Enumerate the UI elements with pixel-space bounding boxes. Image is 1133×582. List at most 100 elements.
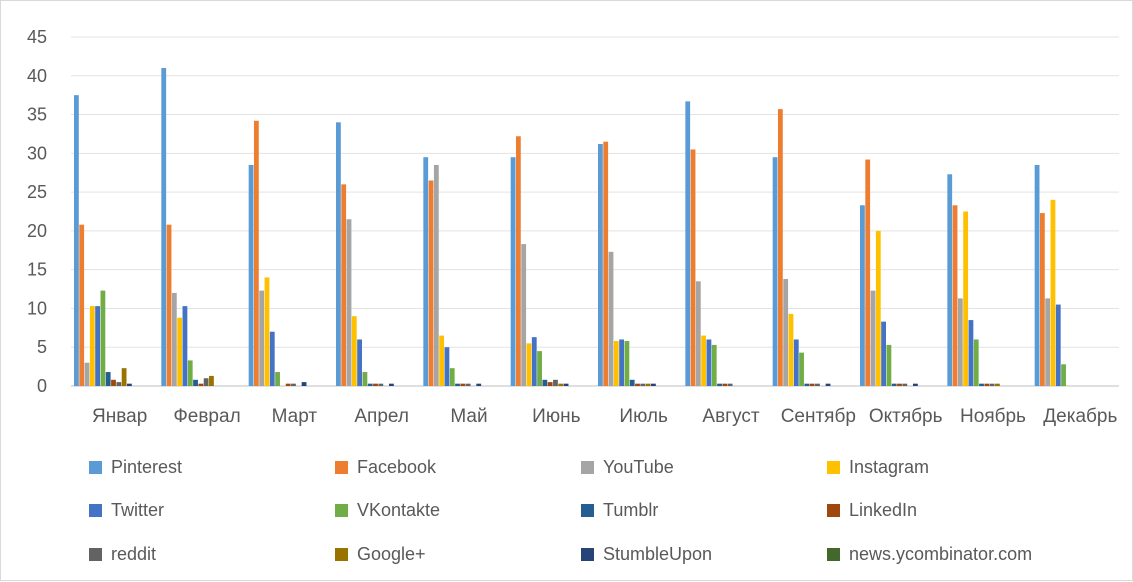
y-tick-label: 5 (37, 337, 47, 357)
bar-pinterest (423, 157, 429, 386)
bar-facebook (952, 205, 958, 386)
bar-reddit (116, 382, 122, 386)
bar-facebook (603, 141, 609, 386)
bars (74, 68, 1066, 387)
bar-pinterest (1034, 164, 1040, 386)
bar-reddit (815, 383, 820, 386)
bar-youtube (259, 290, 265, 386)
bar-pinterest (860, 205, 865, 386)
bar-pinterest (510, 157, 516, 386)
bar-twitter (706, 339, 712, 386)
legend-swatch (581, 461, 594, 474)
bar-instagram (875, 230, 881, 386)
legend-swatch (827, 548, 840, 561)
bar-stumbleupon (651, 383, 656, 386)
y-tick-label: 45 (27, 27, 47, 47)
bar-reddit (378, 383, 384, 386)
bar-reddit (291, 383, 296, 386)
bar-youtube (608, 251, 614, 386)
bar-youtube (346, 219, 352, 386)
bar-tumblr (804, 383, 810, 386)
bar-facebook (341, 184, 347, 386)
bar-tumblr (891, 383, 897, 386)
bar-vkontakte (449, 368, 455, 386)
bar-twitter (357, 339, 362, 386)
legend-label: Tumblr (603, 500, 658, 520)
bar-youtube (84, 362, 90, 386)
bar-facebook (253, 120, 259, 386)
bar-facebook (690, 149, 696, 386)
bar-instagram (177, 317, 183, 386)
bar-instagram (788, 313, 794, 386)
bar-vkontakte (275, 372, 280, 386)
legend-label: Instagram (849, 457, 929, 477)
bar-instagram (963, 211, 969, 386)
bar-facebook (865, 159, 871, 386)
bar-instagram (89, 306, 95, 386)
bar-reddit (727, 383, 733, 386)
bar-instagram (351, 316, 357, 386)
bar-vkontakte (100, 290, 106, 386)
bar-stumbleupon (127, 383, 132, 386)
legend-label: Facebook (357, 457, 437, 477)
bar-reddit (553, 379, 558, 386)
bar-facebook (79, 224, 85, 386)
bar-twitter (881, 321, 886, 386)
x-tick-label: Декабрь (1043, 406, 1117, 427)
x-tick-label: Май (450, 406, 487, 427)
y-tick-label: 30 (27, 143, 47, 163)
bar-vkontakte (624, 341, 630, 386)
legend-swatch (581, 504, 594, 517)
bar-tumblr (717, 383, 722, 386)
bar-tumblr (542, 379, 548, 386)
bar-linkedin (460, 383, 466, 386)
bar-twitter (968, 320, 974, 386)
bar-instagram (526, 343, 532, 386)
legend-swatch (827, 504, 840, 517)
bar-youtube (433, 164, 439, 386)
bar-google- (645, 383, 651, 386)
x-tick-label: Июль (619, 406, 668, 427)
legend-label: LinkedIn (849, 500, 917, 520)
bar-stumbleupon (389, 383, 394, 386)
bar-vkontakte (537, 351, 542, 386)
y-tick-label: 0 (37, 376, 47, 396)
bar-linkedin (897, 383, 902, 386)
bar-pinterest (772, 157, 778, 386)
bar-youtube (870, 290, 876, 386)
bar-tumblr (455, 383, 460, 386)
bar-youtube (1045, 298, 1051, 386)
bar-youtube (521, 244, 527, 386)
bar-stumbleupon (913, 383, 918, 386)
bar-google- (558, 383, 564, 386)
bar-stumbleupon (825, 383, 831, 386)
bar-facebook (428, 180, 434, 386)
x-tick-label: Апрел (354, 406, 409, 427)
gridlines (71, 36, 1119, 387)
legend-swatch (89, 461, 102, 474)
x-tick-label: Октябрь (869, 406, 943, 427)
bar-twitter (531, 337, 537, 386)
x-tick-label: Январ (92, 406, 147, 427)
bar-twitter (619, 339, 624, 386)
bar-pinterest (161, 68, 167, 387)
bar-linkedin (635, 383, 640, 386)
bar-youtube (957, 298, 963, 386)
bar-google- (209, 375, 214, 386)
legend-label: YouTube (603, 457, 674, 477)
bar-tumblr (367, 383, 373, 386)
x-tick-label: Феврал (173, 406, 240, 427)
bar-twitter (269, 331, 275, 386)
bar-pinterest (947, 174, 953, 386)
x-tick-label: Сентябр (781, 406, 856, 427)
bar-linkedin (722, 383, 728, 386)
bar-linkedin (111, 379, 116, 386)
bar-pinterest (336, 122, 341, 387)
x-tick-label: Ноябрь (960, 406, 1026, 427)
bar-twitter (182, 306, 188, 386)
bar-vkontakte (886, 344, 892, 386)
bar-reddit (203, 378, 209, 386)
x-tick-label: Март (272, 406, 318, 427)
bar-tumblr (193, 379, 198, 386)
legend-label: news.ycombinator.com (849, 544, 1032, 564)
